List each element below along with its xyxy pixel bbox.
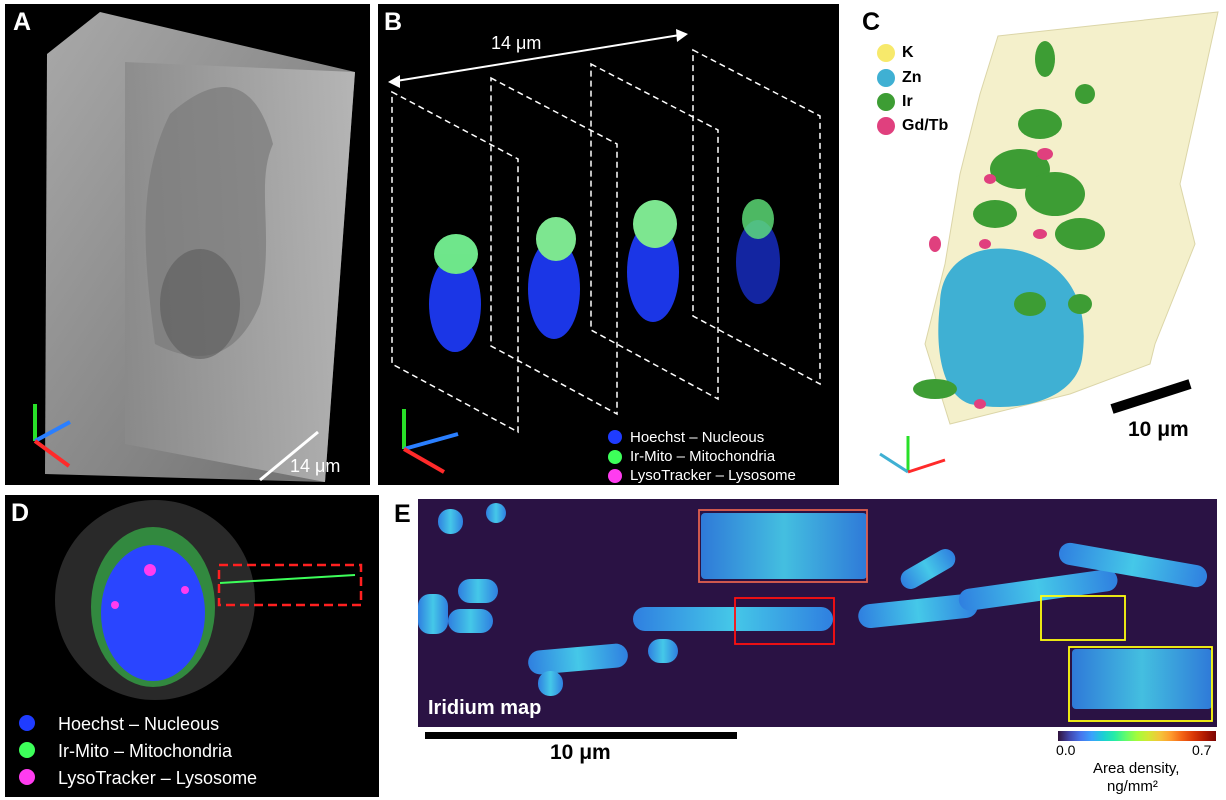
panel-c-legend-item: K	[902, 44, 914, 61]
panel-b-legend-item: LysoTracker – Lysosome	[630, 467, 796, 484]
panel-e-scale-label: 10 μm	[550, 741, 611, 764]
panel-c-label: C	[862, 8, 881, 36]
iridium-density-map	[418, 503, 1213, 722]
iridium-map-title: Iridium map	[428, 697, 542, 719]
fluorescence-image	[19, 500, 363, 785]
cell-volume-render	[33, 12, 355, 482]
panel-e-label: E	[394, 500, 411, 528]
panel-a-image: A 14 μm	[5, 4, 370, 485]
colorbar	[1058, 731, 1216, 741]
panel-d-legend-item: Hoechst – Nucleous	[58, 714, 220, 734]
panel-a-label: A	[13, 8, 32, 36]
panel-c-image: C K Zn Ir Gd/Tb 10 μm	[850, 4, 1222, 485]
panel-b-scale-label: 14 μm	[491, 33, 542, 53]
panel-c-legend-item: Ir	[902, 93, 913, 110]
panel-d-image: D Hoechst – Nucleous Ir-Mito – Mitochond…	[5, 495, 379, 797]
colorbar-max-label: 0.7	[1192, 742, 1212, 758]
slice-stack-render	[388, 29, 821, 483]
panel-d-legend-item: Ir-Mito – Mitochondria	[58, 741, 233, 761]
colorbar-unit-line1: Area density,	[1093, 760, 1180, 777]
panel-e-image: Iridium map	[418, 499, 1217, 727]
panel-b-label: B	[384, 8, 403, 36]
panel-b-legend-item: Hoechst – Nucleous	[630, 429, 765, 446]
panel-e-scale-bar	[425, 732, 737, 739]
panel-d-legend-item: LysoTracker – Lysosome	[58, 768, 258, 788]
panel-a-scale-label: 14 μm	[290, 456, 341, 476]
panel-c-scale-label: 10 μm	[1128, 418, 1189, 441]
panel-b-image: B 14 μm Hoechst – Nucleous Ir-Mito – Mit…	[378, 4, 839, 485]
element-3d-render	[877, 11, 1219, 474]
colorbar-min-label: 0.0	[1056, 742, 1076, 758]
colorbar-unit-line2: ng/mm²	[1107, 778, 1158, 795]
panel-c-legend-item: Zn	[902, 69, 922, 86]
panel-d-label: D	[11, 499, 30, 527]
panel-b-legend-item: Ir-Mito – Mitochondria	[630, 448, 776, 465]
panel-c-legend-item: Gd/Tb	[902, 117, 949, 134]
